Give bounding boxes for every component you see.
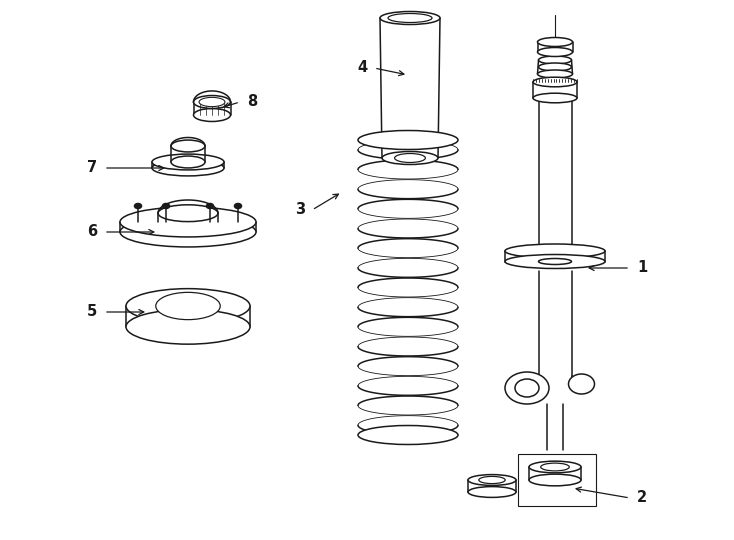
- Ellipse shape: [134, 204, 142, 208]
- Ellipse shape: [533, 93, 577, 103]
- Ellipse shape: [505, 254, 605, 268]
- Ellipse shape: [162, 204, 170, 208]
- Ellipse shape: [569, 374, 595, 394]
- Ellipse shape: [479, 476, 505, 484]
- Ellipse shape: [120, 217, 256, 247]
- Text: 8: 8: [247, 94, 257, 110]
- Ellipse shape: [539, 94, 572, 102]
- Ellipse shape: [158, 205, 218, 221]
- Text: 2: 2: [637, 490, 647, 505]
- Ellipse shape: [382, 152, 438, 165]
- Ellipse shape: [126, 289, 250, 323]
- Ellipse shape: [171, 156, 205, 168]
- Text: 5: 5: [87, 305, 97, 320]
- Ellipse shape: [194, 109, 230, 122]
- Text: 4: 4: [357, 60, 367, 76]
- Ellipse shape: [153, 214, 222, 231]
- Ellipse shape: [206, 204, 214, 208]
- Ellipse shape: [358, 131, 458, 150]
- Text: 1: 1: [637, 260, 647, 275]
- Ellipse shape: [380, 11, 440, 24]
- Ellipse shape: [388, 14, 432, 23]
- Ellipse shape: [539, 63, 572, 71]
- Bar: [518, 454, 596, 506]
- Ellipse shape: [358, 426, 458, 444]
- Text: 6: 6: [87, 225, 97, 240]
- Ellipse shape: [537, 48, 573, 57]
- Ellipse shape: [529, 474, 581, 486]
- Ellipse shape: [395, 153, 426, 163]
- Ellipse shape: [152, 160, 224, 176]
- Ellipse shape: [156, 292, 220, 320]
- Ellipse shape: [505, 244, 605, 258]
- Ellipse shape: [468, 475, 516, 485]
- Ellipse shape: [505, 372, 549, 404]
- Ellipse shape: [539, 56, 572, 64]
- Ellipse shape: [529, 461, 581, 473]
- Ellipse shape: [468, 487, 516, 497]
- Ellipse shape: [537, 37, 573, 46]
- Ellipse shape: [194, 96, 230, 109]
- Text: 7: 7: [87, 160, 97, 176]
- Ellipse shape: [199, 97, 225, 106]
- Ellipse shape: [171, 140, 205, 152]
- Ellipse shape: [126, 309, 250, 344]
- Text: 3: 3: [295, 202, 305, 218]
- Ellipse shape: [539, 259, 572, 265]
- Ellipse shape: [234, 204, 241, 208]
- Ellipse shape: [120, 207, 256, 237]
- Ellipse shape: [152, 154, 224, 170]
- Ellipse shape: [537, 70, 573, 78]
- Ellipse shape: [533, 77, 577, 87]
- Ellipse shape: [541, 463, 570, 471]
- Ellipse shape: [515, 379, 539, 397]
